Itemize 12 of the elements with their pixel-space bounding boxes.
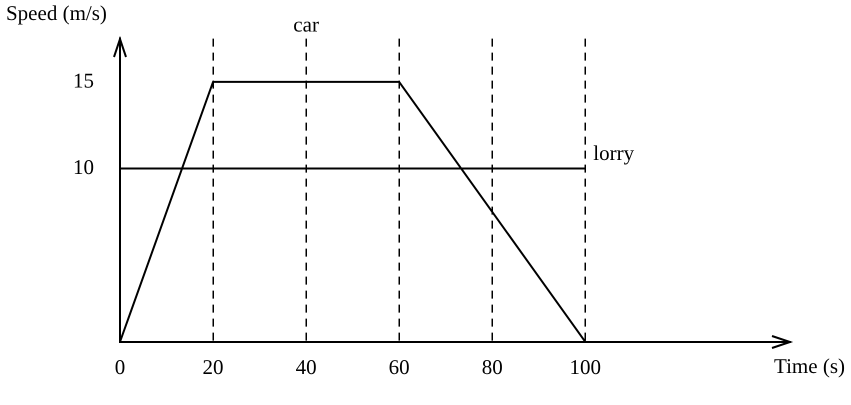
x-tick-label: 40	[296, 354, 317, 379]
y-tick-label: 15	[73, 68, 94, 92]
x-tick-label: 20	[202, 354, 224, 379]
x-tick-label: 0	[114, 354, 126, 379]
x-tick-label: 80	[482, 354, 503, 379]
text: car	[293, 12, 319, 37]
x-axis-title: Time (s)	[774, 354, 845, 378]
series-label: lorry	[593, 141, 635, 166]
y-axis-title: Speed (m/s)	[6, 1, 107, 26]
y-tick-label: 10	[73, 155, 94, 180]
x-tick-label: 60	[388, 354, 410, 379]
x-tick-label: 100	[570, 354, 602, 379]
